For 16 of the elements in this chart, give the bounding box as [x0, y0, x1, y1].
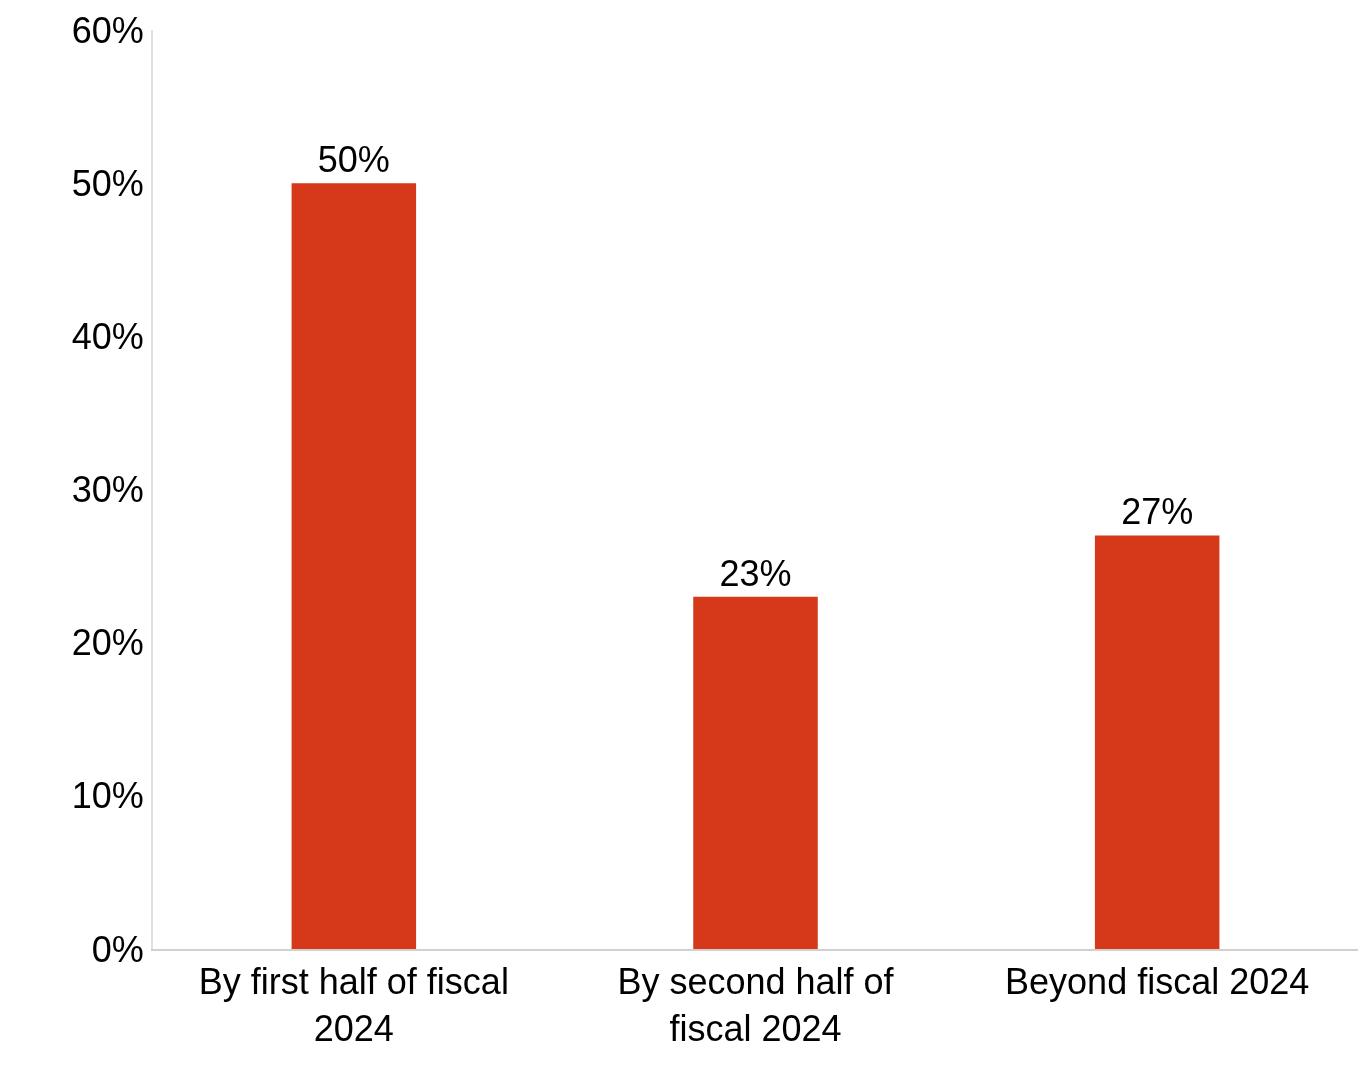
y-tick-label: 0%	[91, 928, 144, 970]
x-tick-label: Beyond fiscal 2024	[1005, 961, 1310, 1003]
y-tick-label: 40%	[71, 315, 144, 357]
bar	[1094, 535, 1220, 949]
x-tick-label: By first half of fiscal 2024	[198, 961, 509, 1049]
y-tick-label: 20%	[71, 622, 144, 664]
data-label: 50%	[317, 139, 390, 181]
y-tick-label: 60%	[71, 9, 144, 51]
data-label: 27%	[1121, 491, 1194, 533]
x-tick-label: By second half of fiscal 2024	[617, 961, 895, 1049]
y-tick-label: 10%	[71, 775, 144, 817]
y-tick-label: 50%	[71, 162, 144, 204]
bar	[693, 596, 818, 949]
y-tick-label: 30%	[71, 469, 144, 511]
bar	[291, 183, 417, 949]
data-label: 23%	[719, 552, 792, 594]
